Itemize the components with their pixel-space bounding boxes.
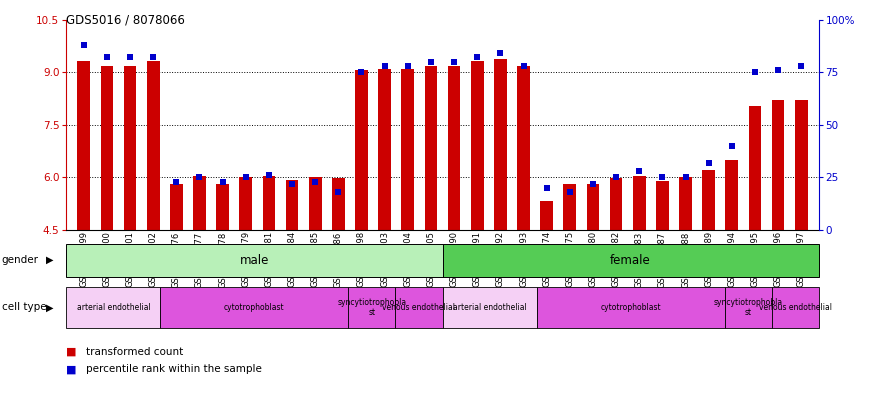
- Bar: [216, 184, 229, 230]
- Bar: [66, 287, 160, 328]
- Text: syncytiotrophobla
st: syncytiotrophobla st: [337, 298, 406, 317]
- Text: venous endothelial: venous endothelial: [382, 303, 456, 312]
- Bar: [332, 178, 345, 230]
- Bar: [726, 160, 738, 230]
- Bar: [309, 176, 321, 230]
- Point: [378, 63, 392, 69]
- Point: [354, 69, 368, 75]
- Bar: [494, 59, 507, 230]
- Point: [493, 50, 507, 57]
- Bar: [402, 70, 414, 230]
- Bar: [193, 176, 206, 230]
- Point: [702, 160, 716, 166]
- Text: cytotrophoblast: cytotrophoblast: [224, 303, 285, 312]
- Point: [216, 178, 230, 185]
- Text: male: male: [240, 254, 269, 267]
- Bar: [772, 99, 784, 230]
- Text: cell type: cell type: [2, 302, 46, 312]
- Bar: [170, 184, 182, 230]
- Bar: [239, 176, 252, 230]
- Point: [123, 54, 137, 61]
- Text: ■: ■: [66, 347, 77, 357]
- Bar: [442, 287, 536, 328]
- Point: [679, 174, 693, 180]
- Bar: [725, 287, 772, 328]
- Bar: [610, 178, 622, 230]
- Point: [308, 178, 322, 185]
- Bar: [396, 287, 442, 328]
- Text: ▶: ▶: [46, 302, 53, 312]
- Bar: [633, 176, 645, 230]
- Text: ■: ■: [66, 364, 77, 375]
- Text: arterial endothelial: arterial endothelial: [452, 303, 527, 312]
- Point: [77, 42, 91, 48]
- Point: [401, 63, 415, 69]
- Bar: [124, 66, 136, 230]
- Point: [725, 143, 739, 149]
- Point: [331, 189, 345, 195]
- Point: [748, 69, 762, 75]
- Bar: [263, 176, 275, 230]
- Bar: [656, 181, 669, 230]
- Bar: [147, 61, 159, 230]
- Bar: [448, 66, 460, 230]
- Text: syncytiotrophobla
st: syncytiotrophobla st: [713, 298, 782, 317]
- Point: [632, 168, 646, 174]
- Bar: [66, 244, 442, 277]
- Point: [586, 180, 600, 187]
- Text: gender: gender: [2, 255, 39, 265]
- Point: [470, 54, 484, 61]
- Bar: [587, 184, 599, 230]
- Bar: [540, 201, 553, 230]
- Text: percentile rank within the sample: percentile rank within the sample: [86, 364, 262, 375]
- Point: [447, 59, 461, 65]
- Point: [169, 178, 183, 185]
- Bar: [749, 105, 761, 230]
- Point: [424, 59, 438, 65]
- Point: [609, 174, 623, 180]
- Point: [146, 54, 160, 61]
- Bar: [795, 99, 808, 230]
- Point: [794, 63, 808, 69]
- Bar: [772, 287, 819, 328]
- Bar: [286, 180, 298, 230]
- Point: [239, 174, 253, 180]
- Bar: [536, 287, 725, 328]
- Bar: [355, 70, 368, 230]
- Bar: [378, 70, 391, 230]
- Point: [192, 174, 206, 180]
- Bar: [349, 287, 396, 328]
- Point: [262, 172, 276, 178]
- Point: [285, 180, 299, 187]
- Text: ▶: ▶: [46, 255, 53, 265]
- Bar: [471, 61, 483, 230]
- Text: GDS5016 / 8078066: GDS5016 / 8078066: [66, 14, 185, 27]
- Point: [517, 63, 531, 69]
- Text: cytotrophoblast: cytotrophoblast: [600, 303, 661, 312]
- Bar: [564, 184, 576, 230]
- Bar: [425, 66, 437, 230]
- Text: transformed count: transformed count: [86, 347, 183, 357]
- Point: [655, 174, 669, 180]
- Text: venous endothelial: venous endothelial: [758, 303, 832, 312]
- Bar: [517, 66, 530, 230]
- Point: [771, 67, 785, 73]
- Bar: [101, 66, 113, 230]
- Bar: [442, 244, 819, 277]
- Point: [540, 185, 554, 191]
- Bar: [77, 61, 90, 230]
- Bar: [679, 176, 692, 230]
- Bar: [160, 287, 349, 328]
- Bar: [703, 170, 715, 230]
- Text: female: female: [610, 254, 651, 267]
- Text: arterial endothelial: arterial endothelial: [76, 303, 150, 312]
- Point: [563, 189, 577, 195]
- Point: [100, 54, 114, 61]
